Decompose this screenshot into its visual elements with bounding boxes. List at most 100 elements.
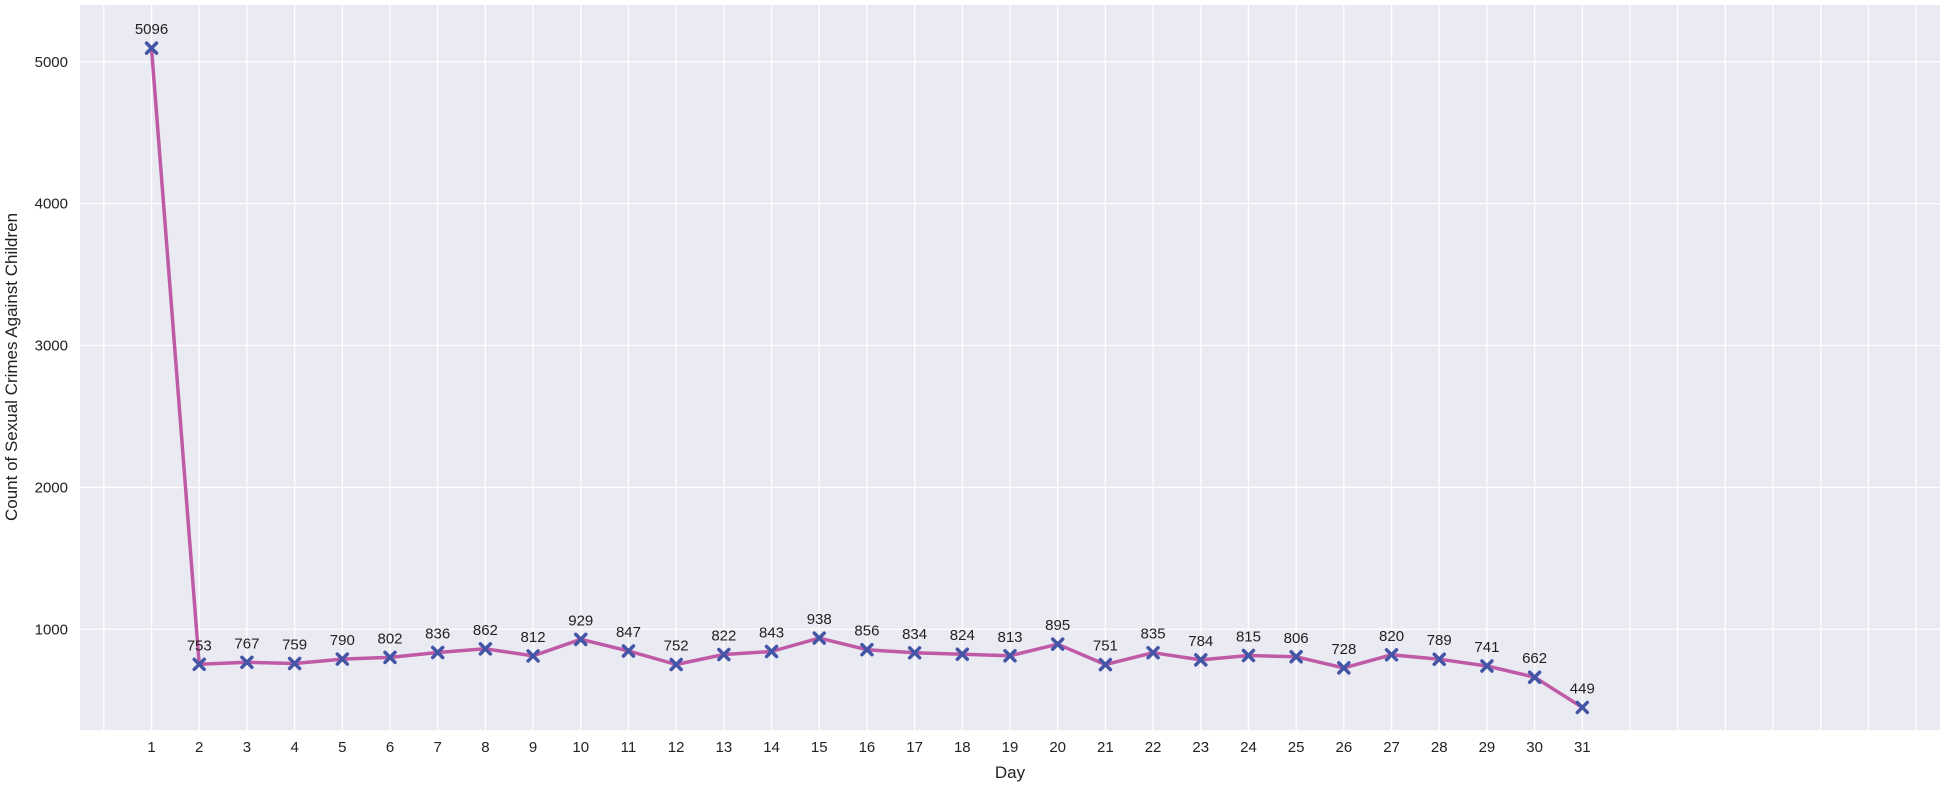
x-tick-label: 9 (529, 739, 537, 756)
data-point-label: 751 (1093, 638, 1118, 655)
data-point-marker (1146, 645, 1160, 660)
data-point-marker (1003, 649, 1017, 663)
x-tick-labels: 1 2 3 4 5 6 7 8 9 10 11 12 13 14 15 16 17 18 19 20 21 22 23 24 2… (147, 739, 1590, 756)
data-point-marker (240, 655, 254, 670)
data-point-label: 822 (711, 628, 736, 645)
x-tick-label: 12 (668, 739, 685, 756)
data-point-label: 767 (234, 635, 259, 652)
data-point-label: 862 (473, 622, 498, 639)
data-point-marker (1480, 659, 1494, 673)
data-point-marker (1098, 657, 1113, 672)
x-tick-label: 25 (1288, 739, 1305, 756)
y-tick-label: 3000 (35, 338, 68, 355)
x-tick-label: 4 (290, 739, 298, 756)
data-point-marker (430, 645, 445, 660)
y-axis-label: Count of Sexual Crimes Against Children (2, 213, 21, 521)
data-point-marker (287, 656, 302, 671)
data-point-label: 938 (807, 611, 832, 628)
data-point-label: 789 (1427, 632, 1452, 649)
x-tick-label: 19 (1002, 739, 1019, 756)
data-point-label: 843 (759, 625, 784, 642)
grid-lines (80, 5, 1940, 730)
x-tick-label: 5 (338, 739, 346, 756)
data-point-marker (717, 647, 731, 662)
x-tick-label: 7 (434, 739, 442, 756)
y-tick-label: 5000 (35, 54, 68, 71)
data-point-marker (526, 649, 540, 663)
data-point-label: 834 (902, 626, 927, 643)
x-tick-label: 20 (1049, 739, 1066, 756)
x-tick-label: 10 (572, 739, 589, 756)
x-tick-label: 3 (243, 739, 251, 756)
data-point-label: 759 (282, 636, 307, 653)
data-point-label: 824 (950, 627, 975, 644)
data-point-label: 813 (997, 629, 1022, 646)
y-tick-labels: 1000 2000 3000 4000 5000 (35, 54, 68, 639)
x-tick-label: 13 (716, 739, 733, 756)
x-tick-label: 30 (1526, 739, 1543, 756)
data-point-marker (574, 632, 588, 647)
data-point-label: 753 (187, 637, 212, 654)
data-point-marker (1289, 650, 1303, 664)
data-point-label: 820 (1379, 628, 1404, 645)
data-point-label: 895 (1045, 617, 1070, 634)
x-tick-label: 11 (621, 739, 637, 756)
x-tick-label: 26 (1336, 739, 1353, 756)
data-point-label: 449 (1570, 680, 1595, 697)
data-point-label: 835 (1141, 626, 1166, 643)
data-markers (144, 41, 1590, 715)
data-point-label: 836 (425, 626, 450, 643)
data-point-marker (1384, 648, 1399, 662)
data-point-marker (1050, 637, 1065, 651)
data-point-marker (1527, 670, 1542, 684)
x-tick-label: 8 (481, 739, 489, 756)
data-point-label: 790 (330, 632, 355, 649)
data-point-marker (621, 644, 636, 658)
data-point-label: 815 (1236, 629, 1261, 646)
data-point-label: 856 (854, 623, 879, 640)
data-point-label: 728 (1331, 641, 1356, 658)
x-tick-label: 22 (1145, 739, 1162, 756)
data-point-label: 752 (664, 637, 689, 654)
data-point-marker (144, 41, 159, 55)
data-point-marker (955, 647, 970, 661)
data-point-marker (1575, 700, 1590, 715)
data-point-label: 802 (377, 630, 402, 647)
data-point-marker (860, 642, 874, 657)
data-point-label: 741 (1474, 639, 1499, 656)
x-axis-label: Day (995, 763, 1026, 782)
x-tick-label: 27 (1383, 739, 1400, 756)
x-tick-label: 24 (1240, 739, 1257, 756)
x-tick-label: 18 (954, 739, 971, 756)
data-point-marker (907, 646, 922, 660)
data-point-label: 806 (1284, 630, 1309, 647)
x-tick-label: 2 (195, 739, 203, 756)
x-tick-label: 1 (147, 739, 155, 756)
x-tick-label: 31 (1574, 739, 1591, 756)
data-point-label: 812 (521, 629, 546, 646)
data-point-marker (764, 644, 779, 659)
x-tick-label: 21 (1097, 739, 1114, 756)
data-point-marker (192, 657, 206, 672)
data-point-marker (1337, 661, 1351, 675)
data-point-marker (478, 642, 493, 656)
x-tick-label: 29 (1479, 739, 1496, 756)
data-point-marker (1241, 648, 1256, 663)
data-point-marker (1432, 652, 1446, 666)
x-tick-label: 15 (811, 739, 828, 756)
x-tick-label: 6 (386, 739, 394, 756)
x-tick-label: 16 (859, 739, 876, 756)
data-point-marker (669, 657, 683, 672)
data-point-label: 5096 (135, 21, 168, 38)
x-tick-label: 17 (906, 739, 923, 756)
x-tick-label: 28 (1431, 739, 1448, 756)
data-point-marker (383, 650, 397, 665)
x-tick-label: 23 (1192, 739, 1209, 756)
y-tick-label: 4000 (35, 196, 68, 213)
x-tick-label: 14 (763, 739, 780, 756)
data-point-marker (1194, 653, 1208, 667)
data-point-label: 847 (616, 624, 641, 641)
data-point-label: 662 (1522, 650, 1547, 667)
data-point-marker (812, 631, 826, 645)
